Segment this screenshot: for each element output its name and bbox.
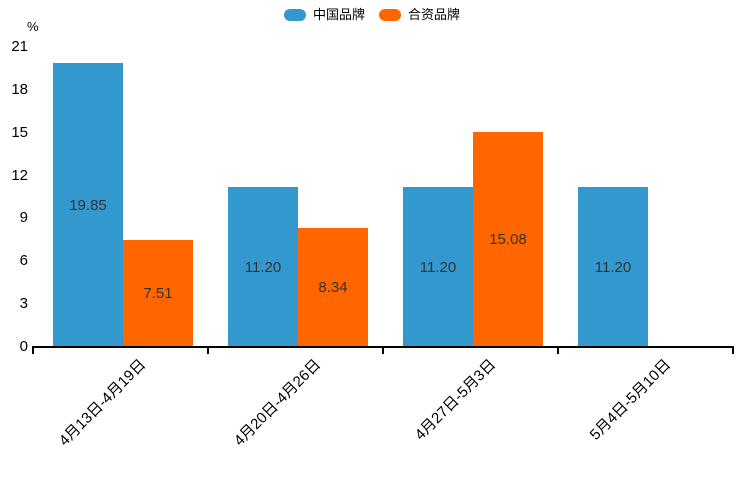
bar-value-label: 19.85 xyxy=(69,196,107,214)
x-axis-tick xyxy=(732,346,734,354)
legend-item-1[interactable]: 合资品牌 xyxy=(379,7,460,23)
y-tick-label-9: 9 xyxy=(19,209,28,227)
bar-中国品牌-4月13日-4月19日: 19.85 xyxy=(53,63,123,347)
bar-value-label: 7.51 xyxy=(143,284,173,302)
legend-swatch-icon xyxy=(379,9,401,21)
bar-value-label: 11.20 xyxy=(419,258,457,276)
bar-中国品牌-5月4日-5月10日: 11.20 xyxy=(578,187,648,347)
bar-合资品牌-4月13日-4月19日: 7.51 xyxy=(123,239,193,347)
y-tick-label-15: 15 xyxy=(11,123,28,141)
legend-label: 合资品牌 xyxy=(408,7,461,22)
bar-value-label: 8.34 xyxy=(318,278,348,296)
y-tick-label-0: 0 xyxy=(19,338,28,355)
x-category-label-1: 4月20日-4月26日 xyxy=(230,356,324,450)
x-category-label-2: 4月27日-5月3日 xyxy=(411,356,499,444)
x-axis-tick xyxy=(382,346,384,354)
bar-value-label: 11.20 xyxy=(594,258,632,276)
x-axis-tick xyxy=(557,346,559,354)
x-axis-tick xyxy=(32,346,34,354)
bar-value-label: 11.20 xyxy=(244,258,282,276)
x-category-label-0: 4月13日-4月19日 xyxy=(55,356,149,450)
chart-legend: 中国品牌 合资品牌 xyxy=(0,7,744,23)
x-category-label-3: 5月4日-5月10日 xyxy=(586,356,674,444)
bar-中国品牌-4月20日-4月26日: 11.20 xyxy=(228,187,298,347)
legend-swatch-icon xyxy=(283,9,306,21)
legend-label: 中国品牌 xyxy=(312,7,365,22)
bar-中国品牌-4月27日-5月3日: 11.20 xyxy=(403,187,473,347)
y-tick-label-21: 21 xyxy=(11,38,28,55)
y-tick-label-12: 12 xyxy=(11,166,28,184)
legend-item-0[interactable]: 中国品牌 xyxy=(283,7,365,23)
bar-value-label: 15.08 xyxy=(489,230,527,248)
bar-合资品牌-4月20日-4月26日: 8.34 xyxy=(298,227,368,347)
bar-合资品牌-4月27日-5月3日: 15.08 xyxy=(473,131,543,347)
y-tick-label-3: 3 xyxy=(19,295,28,313)
y-tick-label-6: 6 xyxy=(19,252,28,270)
x-axis-tick xyxy=(207,346,209,354)
y-axis-unit-label: % xyxy=(27,19,39,34)
plot-area: 19.85 7.51 11.20 8.34 11.20 15.08 11.20 xyxy=(53,63,648,347)
y-tick-label-18: 18 xyxy=(11,80,28,98)
